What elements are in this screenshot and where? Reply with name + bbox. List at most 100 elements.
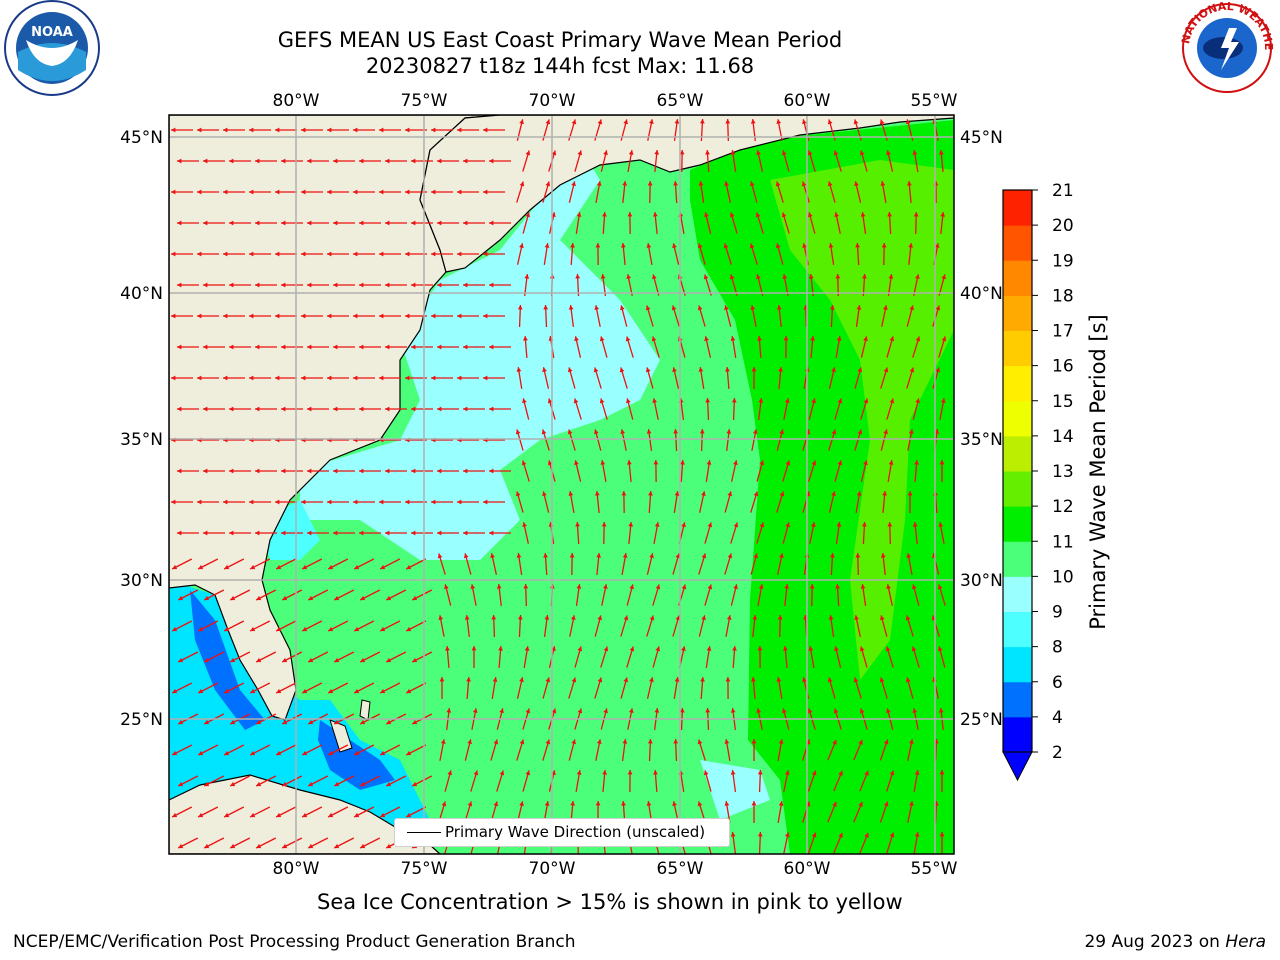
wave-arrow-head — [859, 646, 865, 652]
wave-arrow-head — [178, 781, 184, 787]
wave-arrow-head — [276, 812, 282, 818]
wave-arrow-head — [379, 313, 384, 319]
wave-arrow-head — [646, 429, 652, 434]
wave-arrow-head — [858, 739, 863, 745]
wave-arrow-head — [888, 274, 894, 279]
wave-arrow-head — [431, 499, 436, 505]
wave-arrow-head — [177, 344, 182, 350]
wave-arrow-head — [934, 243, 940, 248]
wave-arrow-head — [577, 646, 583, 652]
wave-arrow-head — [411, 220, 416, 226]
wave-arrow-head — [229, 468, 234, 474]
wave-arrow-head — [197, 127, 202, 133]
wave-arrow-head — [544, 615, 550, 620]
wave-arrow-head — [675, 615, 681, 621]
wave-arrow-head — [655, 646, 661, 652]
wave-arrow-head — [411, 530, 416, 536]
wave-arrow-head — [723, 243, 729, 249]
wave-arrow-head — [881, 243, 887, 248]
footer-date: 29 Aug 2023 on Hera — [1084, 932, 1266, 952]
wave-arrow-head — [679, 150, 685, 155]
wave-arrow-head — [758, 584, 764, 589]
wave-arrow-head — [759, 460, 765, 466]
wave-arrow-head — [203, 468, 208, 474]
wave-arrow-head — [753, 553, 759, 559]
wave-arrow-head — [521, 460, 527, 466]
wave-arrow-head — [623, 677, 629, 683]
wave-arrow-head — [498, 646, 503, 651]
wave-arrow-head — [250, 564, 256, 570]
wave-arrow-head — [568, 305, 574, 310]
wave-arrow-head — [832, 739, 837, 745]
wave-arrow-head — [749, 181, 755, 187]
wave-arrow-head — [301, 375, 306, 381]
wave-arrow-head — [198, 688, 204, 694]
wave-arrow-head — [302, 812, 308, 818]
wave-arrow-head — [224, 750, 230, 756]
wave-arrow-head — [380, 626, 386, 632]
wave-arrow-head — [445, 646, 450, 651]
wave-arrow-head — [859, 708, 865, 714]
wave-arrow-head — [882, 491, 887, 496]
wave-arrow-head — [729, 274, 735, 280]
wave-arrow-head — [275, 313, 280, 319]
colorbar-swatch — [1003, 330, 1032, 367]
wave-arrow-head — [204, 781, 210, 787]
wave-arrow-head — [599, 336, 605, 342]
wave-arrow-head — [628, 708, 634, 713]
wave-arrow-head — [938, 522, 944, 527]
wave-arrow-head — [828, 243, 834, 248]
colorbar-tick-label: 17 — [1052, 322, 1074, 342]
wave-arrow-head — [385, 220, 390, 226]
wave-arrow-head — [334, 843, 340, 849]
colorbar-tick-label: 9 — [1052, 603, 1063, 623]
wave-arrow-head — [756, 150, 761, 156]
wave-arrow-head — [726, 429, 732, 434]
wave-arrow-head — [359, 468, 364, 474]
wave-arrow-head — [860, 212, 866, 217]
wave-arrow-head — [697, 739, 703, 745]
wave-arrow-head — [857, 367, 863, 373]
wave-arrow-head — [831, 367, 836, 373]
wave-arrow-head — [757, 336, 762, 341]
wave-arrow-head — [379, 499, 384, 505]
wave-arrow-head — [328, 812, 334, 818]
wave-arrow-head — [672, 801, 677, 807]
wave-arrow-head — [620, 243, 626, 248]
wave-arrow-head — [301, 127, 306, 133]
wave-arrow-head — [810, 336, 815, 341]
wave-arrow-head — [577, 150, 583, 156]
wave-arrow-head — [483, 189, 488, 195]
wave-arrow-head — [463, 344, 468, 350]
wave-arrow-head — [597, 615, 603, 621]
wave-arrow-head — [204, 843, 210, 849]
wave-arrow-head — [915, 398, 920, 404]
wave-arrow-head — [229, 282, 234, 288]
wave-arrow-head — [496, 584, 502, 589]
wave-arrow-head — [623, 615, 629, 621]
noaa-logo: NOAA — [4, 0, 100, 96]
wave-arrow-head — [224, 688, 230, 694]
map-title: GEFS MEAN US East Coast Primary Wave Mea… — [277, 28, 843, 52]
wave-arrow-head — [802, 243, 807, 249]
wave-arrow-head — [379, 127, 384, 133]
wave-arrow-head — [490, 553, 495, 559]
wave-arrow-head — [380, 750, 386, 756]
wave-arrow-head — [489, 406, 494, 412]
wave-arrow-head — [679, 708, 685, 713]
wave-arrow-head — [171, 251, 176, 257]
wave-arrow-head — [883, 429, 888, 435]
lon-label-bottom: 60°W — [784, 859, 831, 879]
colorbar-swatch — [1003, 225, 1032, 261]
wave-arrow-head — [437, 158, 442, 164]
lat-label-right: 30°N — [960, 571, 1003, 591]
wave-arrow-head — [256, 595, 262, 601]
wave-arrow-head — [327, 313, 332, 319]
wave-arrow-head — [411, 282, 416, 288]
wave-arrow-head — [542, 491, 547, 497]
wave-arrow-head — [411, 344, 416, 350]
wave-arrow-head — [730, 336, 736, 341]
wave-arrow-head — [255, 158, 260, 164]
wave-arrow-head — [380, 812, 386, 818]
wave-arrow-head — [519, 181, 525, 187]
